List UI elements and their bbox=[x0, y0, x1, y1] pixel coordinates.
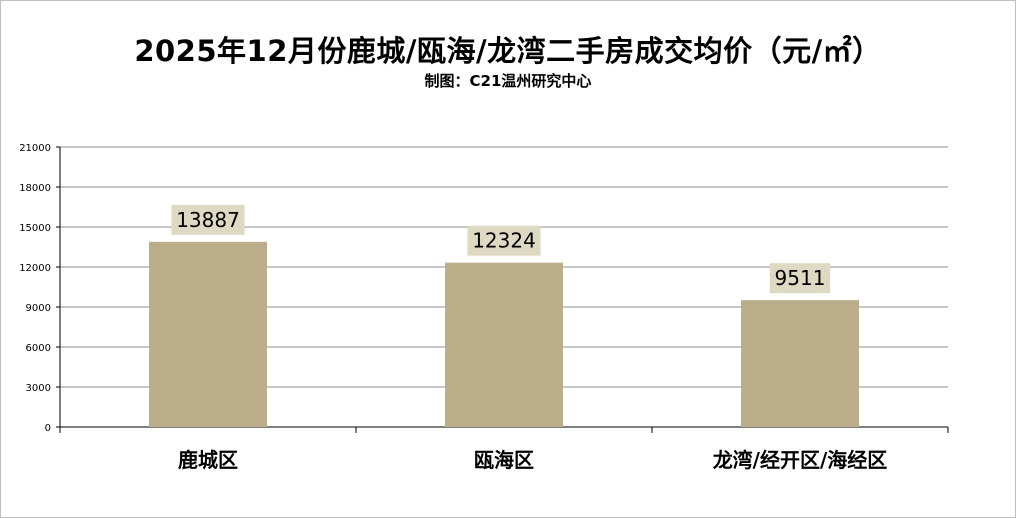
chart-subtitle: 制图：C21温州研究中心 bbox=[424, 72, 592, 90]
data-label: 9511 bbox=[775, 266, 826, 290]
x-category-label: 鹿城区 bbox=[178, 448, 238, 472]
y-tick-label: 3000 bbox=[26, 383, 51, 394]
y-tick-label: 21000 bbox=[19, 143, 51, 154]
y-tick-label: 12000 bbox=[19, 263, 51, 274]
bar bbox=[741, 300, 859, 427]
bar bbox=[445, 262, 563, 427]
data-label: 12324 bbox=[472, 229, 536, 253]
data-label-box bbox=[467, 225, 541, 256]
y-tick-label: 15000 bbox=[19, 223, 51, 234]
y-tick-label: 9000 bbox=[26, 303, 51, 314]
y-tick-label: 6000 bbox=[26, 343, 51, 354]
data-label-box bbox=[171, 204, 245, 235]
data-label: 13887 bbox=[176, 208, 240, 232]
x-category-label: 瓯海区 bbox=[474, 448, 534, 472]
chart-title: 2025年12月份鹿城/瓯海/龙湾二手房成交均价（元/㎡） bbox=[134, 34, 882, 68]
y-tick-label: 0 bbox=[45, 423, 51, 434]
data-label-box bbox=[769, 263, 831, 294]
y-tick-label: 18000 bbox=[19, 183, 51, 194]
x-category-label: 龙湾/经开区/海经区 bbox=[713, 448, 888, 472]
bar bbox=[149, 241, 267, 427]
